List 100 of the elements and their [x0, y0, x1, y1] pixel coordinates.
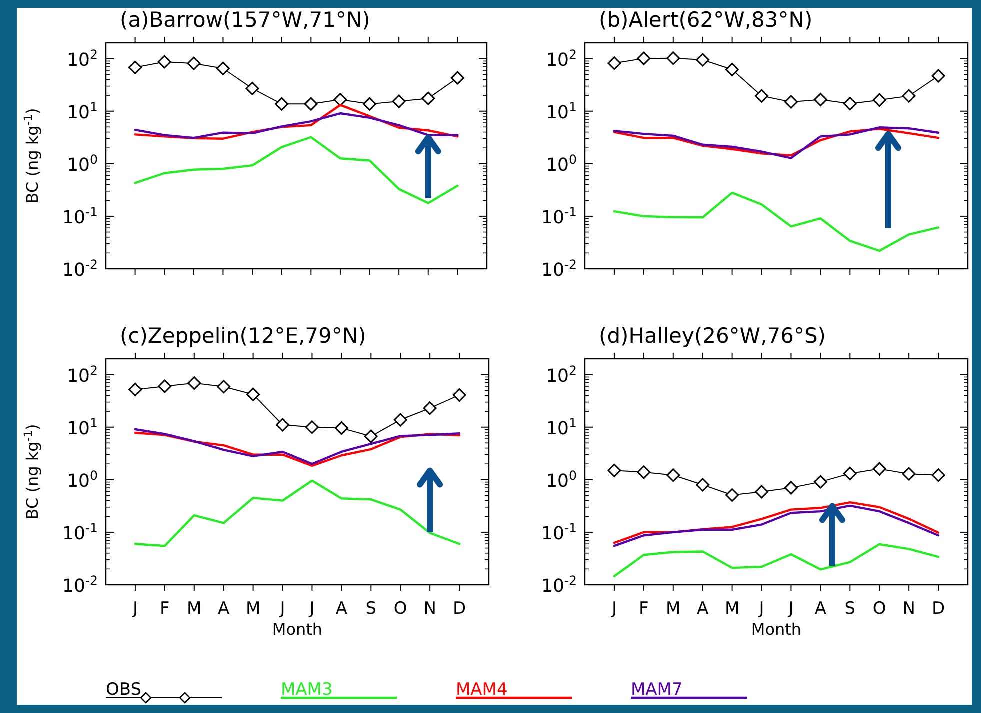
point — [932, 69, 946, 83]
x-tick-label: M — [246, 599, 261, 619]
x-tick-label: F — [160, 599, 170, 619]
y-tick-label: 10$^{-2}$ — [542, 572, 577, 597]
point — [450, 71, 464, 85]
point — [158, 55, 172, 69]
point — [392, 94, 406, 108]
x-tick-label: J — [610, 599, 617, 619]
point — [304, 97, 318, 111]
x-tick-label: S — [844, 599, 856, 619]
point — [187, 56, 201, 70]
text: MAM3 — [281, 680, 333, 700]
point — [784, 481, 798, 495]
y-tick-label: 10$^{2}$ — [67, 362, 98, 387]
y-tick-label: 10$^{2}$ — [67, 46, 98, 71]
point — [216, 62, 230, 76]
point — [666, 468, 680, 482]
chart-title: (c)Zeppelin(12°E,79°N) — [120, 324, 366, 348]
y-tick-label: 10$^{-1}$ — [62, 204, 98, 228]
point — [696, 53, 710, 67]
x-tick-label: O — [394, 599, 408, 619]
line-series — [613, 192, 940, 252]
chart-title: (b)Alert(62°W,83°N) — [599, 8, 813, 32]
point — [755, 89, 769, 103]
x-tick-label: J — [788, 599, 794, 619]
point — [696, 478, 710, 492]
point — [128, 60, 142, 74]
point — [814, 93, 828, 107]
x-tick-label: D — [452, 599, 466, 619]
point — [334, 93, 348, 107]
y-tick-label: 10$^{-1}$ — [542, 520, 577, 544]
line-series — [613, 543, 940, 578]
point — [422, 92, 436, 106]
x-tick-label: M — [724, 599, 740, 619]
point — [334, 422, 348, 436]
chart-title: (d)Halley(26°W,76°S) — [599, 324, 826, 348]
x-tick-label: J — [758, 599, 764, 619]
y-tick-label: 10$^{-1}$ — [542, 204, 577, 228]
x-tick-label: D — [932, 599, 946, 619]
line-series — [134, 480, 461, 548]
y-tick-label: 10$^{1}$ — [546, 414, 577, 440]
point — [246, 82, 260, 96]
point — [423, 402, 437, 416]
x-tick-label: M — [666, 599, 681, 619]
x-tick-label: A — [218, 599, 230, 619]
point — [608, 56, 622, 70]
point — [188, 376, 202, 390]
point — [902, 467, 916, 481]
y-tick-label: 10$^{2}$ — [546, 362, 577, 387]
point — [872, 462, 886, 476]
point — [608, 464, 622, 478]
text: MAM7 — [631, 680, 683, 700]
point — [363, 97, 377, 111]
line-series — [134, 112, 459, 140]
x-tick-label: F — [639, 599, 649, 619]
y-tick-label: 10$^{0}$ — [67, 151, 98, 176]
point — [726, 488, 740, 502]
y-tick-label: 10$^{0}$ — [546, 151, 577, 176]
y-tick-label: 10$^{-1}$ — [62, 520, 98, 544]
y-tick-label: 10$^{0}$ — [67, 467, 98, 492]
y-tick-label: 10$^{-2}$ — [62, 256, 98, 281]
text: MAM4 — [456, 680, 508, 700]
point — [872, 93, 886, 107]
legend-label: OBS — [106, 680, 142, 700]
y-tick-label: 10$^{1}$ — [67, 98, 98, 124]
x-axis-title: Month — [272, 620, 323, 639]
x-axis-title: Month — [751, 620, 802, 639]
point — [932, 468, 946, 482]
x-tick-label: J — [308, 599, 315, 619]
point — [275, 97, 289, 111]
point — [726, 62, 740, 76]
point — [246, 388, 260, 402]
x-tick-label: N — [902, 599, 916, 619]
point — [843, 97, 857, 111]
point — [755, 485, 769, 499]
point — [784, 95, 798, 109]
line-series — [134, 136, 459, 204]
point — [666, 52, 680, 66]
point — [452, 388, 466, 402]
x-tick-label: J — [132, 599, 138, 619]
point — [394, 413, 408, 427]
y-tick-label: 10$^{-2}$ — [62, 572, 98, 597]
chart-title: (a)Barrow(157°W,71°N) — [120, 8, 370, 32]
y-tick-label: 10$^{1}$ — [67, 414, 98, 440]
point — [637, 52, 651, 66]
point — [364, 430, 378, 444]
x-tick-label: O — [872, 599, 886, 619]
y-tick-label: 10$^{2}$ — [546, 46, 577, 71]
point — [276, 418, 290, 432]
x-tick-label: S — [366, 599, 377, 619]
point — [128, 382, 142, 396]
x-tick-label: A — [814, 599, 827, 619]
x-tick-label: A — [336, 599, 348, 619]
x-tick-label: N — [424, 599, 436, 619]
x-tick-label: M — [187, 599, 202, 619]
x-tick-label: A — [697, 599, 710, 619]
point — [158, 380, 172, 394]
y-tick-label: 10$^{-2}$ — [542, 256, 577, 281]
y-tick-label: 10$^{0}$ — [546, 467, 577, 492]
point — [637, 466, 651, 480]
